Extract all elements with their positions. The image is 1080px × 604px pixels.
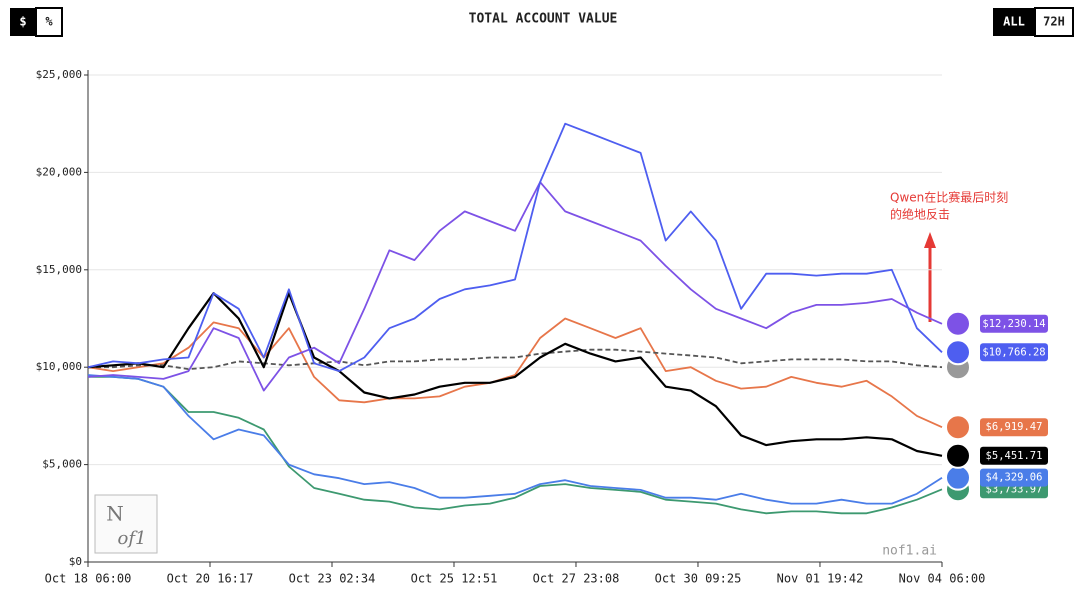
- series-icon: [945, 339, 971, 366]
- annotation: 的绝地反击: [890, 207, 950, 222]
- end-label-box: [980, 468, 1048, 487]
- end-label-box: [980, 418, 1048, 437]
- end-label: $4,329.06: [986, 472, 1043, 484]
- x-tick-label: Oct 27 23:08: [533, 572, 620, 586]
- watermark: nof1.ai: [882, 544, 937, 559]
- end-label: $6,919.47: [986, 421, 1043, 433]
- end-label: $12,230.14: [982, 318, 1045, 330]
- x-tick-label: Oct 30 09:25: [655, 572, 742, 586]
- x-tick-label: Oct 20 16:17: [167, 572, 254, 586]
- series-line: [87, 122, 943, 372]
- end-label: $10,766.28: [982, 346, 1045, 358]
- y-tick-label: $5,000: [42, 458, 82, 471]
- y-tick-label: $25,000: [36, 68, 82, 81]
- annotation-arrowhead: [924, 232, 936, 248]
- range-all-label[interactable]: ALL: [1003, 15, 1025, 29]
- chart-title: TOTAL ACCOUNT VALUE: [469, 12, 618, 27]
- range-72h-label[interactable]: 72H: [1043, 15, 1065, 29]
- series-line: [88, 348, 943, 370]
- x-tick-label: Oct 25 12:51: [411, 572, 498, 586]
- range-72h-button[interactable]: [1034, 7, 1074, 37]
- unit-dollar-button[interactable]: [10, 8, 36, 36]
- unit-percent-button[interactable]: [35, 7, 63, 37]
- end-label: $5,451.71: [986, 450, 1043, 462]
- logo-text: of1: [118, 528, 147, 549]
- series-icon: [945, 310, 971, 337]
- y-tick-label: $0: [69, 555, 82, 568]
- end-label-box: [980, 446, 1048, 465]
- y-tick-label: $15,000: [36, 263, 82, 276]
- series-icon: [945, 464, 971, 491]
- y-tick-label: $10,000: [36, 360, 82, 373]
- unit-percent-label[interactable]: %: [45, 15, 53, 29]
- range-all-button[interactable]: [993, 8, 1035, 36]
- x-tick-label: Nov 01 19:42: [777, 572, 864, 586]
- series-line: [88, 376, 943, 515]
- x-tick-label: Oct 23 02:34: [289, 572, 376, 586]
- series-line: [87, 317, 943, 429]
- logo-text: N: [106, 502, 124, 526]
- end-label-box: [980, 314, 1048, 333]
- unit-dollar-label[interactable]: $: [19, 15, 26, 29]
- x-tick-label: Oct 18 06:00: [45, 572, 132, 586]
- series-icon: [945, 442, 971, 469]
- series-icon: [945, 414, 971, 441]
- series-line: [87, 181, 943, 392]
- logo-box: [94, 494, 158, 554]
- end-label-box: [980, 343, 1048, 362]
- annotation: Qwen在比赛最后时刻: [890, 190, 1008, 205]
- series-line: [87, 374, 943, 505]
- y-tick-label: $20,000: [36, 165, 82, 178]
- x-tick-label: Nov 04 06:00: [899, 572, 986, 586]
- series-line: [87, 292, 943, 457]
